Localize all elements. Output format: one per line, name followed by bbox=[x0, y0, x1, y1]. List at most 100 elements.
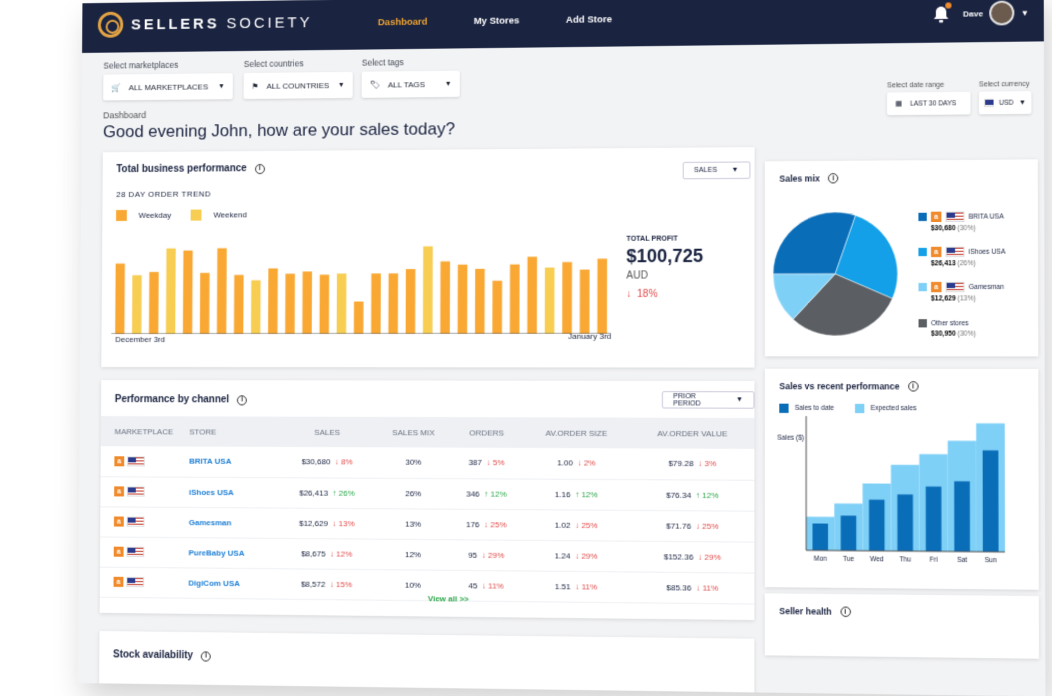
legend-pct: (13%) bbox=[958, 295, 976, 302]
sales-mix-value: 12% bbox=[405, 550, 421, 559]
trend-bar bbox=[132, 275, 142, 334]
chevron-down-icon: ▼ bbox=[445, 80, 452, 87]
col-store[interactable]: STORE bbox=[189, 416, 278, 447]
store-link[interactable]: DigiCom USA bbox=[188, 578, 240, 588]
info-icon[interactable]: i bbox=[201, 651, 211, 661]
sales-mix-card: Sales mix i a BRITA USA $30,680 (30%) a bbox=[765, 159, 1038, 356]
col-sales[interactable]: SALES bbox=[278, 417, 376, 448]
trend-bar bbox=[115, 264, 125, 334]
col-orders[interactable]: ORDERS bbox=[451, 417, 522, 448]
col-av-order-value[interactable]: AV.ORDER VALUE bbox=[631, 418, 755, 449]
user-menu[interactable]: Dave ▼ bbox=[963, 0, 1029, 26]
seller-health-title: Seller health i bbox=[779, 606, 850, 617]
legend-amount: $26,413 bbox=[931, 260, 956, 267]
breadcrumb[interactable]: Dashboard bbox=[103, 110, 146, 120]
trend-bar bbox=[337, 274, 347, 334]
top-navbar: SELLERS SOCIETY Dashboard My Stores Add … bbox=[82, 0, 1044, 53]
legend-store: BRITA USA bbox=[969, 213, 1004, 220]
arrow-up-icon: ↑ bbox=[484, 489, 488, 498]
sales-value: $8,675 bbox=[301, 549, 325, 558]
sales-vs-recent-card: Sales vs recent performance i Sales to d… bbox=[765, 369, 1039, 590]
brand-logo[interactable]: SELLERS SOCIETY bbox=[98, 9, 313, 38]
chevron-down-icon: ▼ bbox=[218, 83, 225, 90]
notification-dot bbox=[945, 2, 951, 8]
col-av-order-size[interactable]: AV.ORDER SIZE bbox=[522, 417, 631, 448]
period-select[interactable]: PRIOR PERIOD ▼ bbox=[662, 391, 755, 409]
legend-amount: $30,680 bbox=[931, 225, 956, 232]
channel-table: MARKETPLACE STORE SALES SALES MIX ORDERS… bbox=[100, 416, 755, 604]
change-value: 29% bbox=[488, 550, 504, 559]
tags-filter: Select tags 🏷 ALL TAGS ▼ bbox=[362, 56, 460, 97]
info-icon[interactable]: i bbox=[237, 395, 247, 405]
notifications-bell-icon[interactable] bbox=[933, 5, 950, 24]
arrow-down-icon: ↓ bbox=[696, 583, 700, 592]
legend-item-gamesman: a Gamesman $12,629 (13%) bbox=[918, 282, 1004, 303]
change-value: 11% bbox=[488, 581, 504, 590]
info-icon[interactable]: i bbox=[908, 381, 918, 391]
view-all-link[interactable]: View all >> bbox=[428, 594, 469, 604]
trend-bar bbox=[475, 269, 485, 334]
info-icon[interactable]: i bbox=[828, 173, 838, 183]
info-icon[interactable]: i bbox=[840, 607, 850, 617]
metric-select[interactable]: SALES ▼ bbox=[683, 161, 750, 179]
country-filter: Select countries ⚑ ALL COUNTRIES ▼ bbox=[244, 58, 353, 99]
marketplace-dropdown[interactable]: 🛒 ALL MARKETPLACES ▼ bbox=[103, 73, 233, 100]
aov-value: $85.36 bbox=[666, 583, 691, 593]
store-link[interactable]: Gamesman bbox=[189, 518, 232, 527]
arrow-down-icon: ↓ bbox=[626, 289, 631, 300]
legend-item-ishoes: a iShoes USA $26,413 (26%) bbox=[918, 247, 1005, 268]
sales-mix-value: 10% bbox=[405, 580, 421, 589]
total-performance-title-text: Total business performance bbox=[116, 163, 246, 175]
legend-swatch bbox=[918, 283, 926, 291]
x-axis-end-label: January 3rd bbox=[568, 332, 611, 341]
arrow-down-icon: ↓ bbox=[696, 521, 700, 530]
currency-dropdown[interactable]: USD ▼ bbox=[979, 91, 1032, 114]
trend-bar bbox=[492, 281, 502, 334]
amazon-icon: a bbox=[931, 212, 941, 222]
country-filter-label: Select countries bbox=[244, 58, 353, 69]
amazon-icon: a bbox=[114, 487, 124, 497]
stock-availability-card: Stock availability i bbox=[99, 631, 754, 696]
trend-bar bbox=[580, 270, 590, 334]
change-value: 11% bbox=[702, 583, 718, 592]
store-link[interactable]: iShoes USA bbox=[189, 487, 234, 496]
trend-bar bbox=[597, 259, 607, 334]
seller-health-title-text: Seller health bbox=[779, 606, 832, 617]
legend-item-brita: a BRITA USA $30,680 (30%) bbox=[918, 211, 1003, 232]
table-header-row: MARKETPLACE STORE SALES SALES MIX ORDERS… bbox=[101, 416, 755, 449]
marketplace-badge: a bbox=[114, 577, 145, 587]
amazon-icon: a bbox=[931, 247, 941, 257]
change-value: 29% bbox=[704, 552, 721, 561]
change-value: 15% bbox=[336, 579, 352, 588]
us-flag-icon bbox=[946, 212, 965, 222]
chevron-down-icon: ▼ bbox=[1021, 8, 1029, 17]
col-marketplace[interactable]: MARKETPLACE bbox=[101, 416, 190, 446]
calendar-icon: ▦ bbox=[895, 100, 901, 108]
store-link[interactable]: PureBaby USA bbox=[189, 548, 245, 558]
legend-pct: (30%) bbox=[958, 330, 976, 337]
nav-dashboard[interactable]: Dashboard bbox=[378, 17, 428, 29]
aov-value: $71.76 bbox=[666, 521, 691, 530]
legend-store: iShoes USA bbox=[969, 248, 1006, 255]
arrow-down-icon: ↓ bbox=[482, 550, 486, 559]
sales-value: $8,572 bbox=[301, 579, 325, 588]
nav-add-store[interactable]: Add Store bbox=[566, 14, 612, 26]
tag-icon: 🏷 bbox=[370, 80, 380, 89]
store-link[interactable]: BRITA USA bbox=[189, 457, 231, 466]
trend-bar bbox=[371, 273, 381, 333]
marketplace-filter-label: Select marketplaces bbox=[103, 59, 233, 70]
info-icon[interactable]: i bbox=[255, 164, 265, 174]
tags-dropdown[interactable]: 🏷 ALL TAGS ▼ bbox=[362, 71, 460, 98]
nav-my-stores[interactable]: My Stores bbox=[474, 15, 520, 27]
x-tick-label: Sat bbox=[957, 557, 967, 564]
country-dropdown[interactable]: ⚑ ALL COUNTRIES ▼ bbox=[244, 72, 353, 99]
main-nav: Dashboard My Stores Add Store bbox=[378, 14, 612, 28]
date-range-dropdown[interactable]: ▦ LAST 30 DAYS bbox=[887, 92, 971, 115]
marketplace-filter: Select marketplaces 🛒 ALL MARKETPLACES ▼ bbox=[103, 59, 233, 100]
change-value: 29% bbox=[581, 551, 597, 560]
col-sales-mix[interactable]: SALES MIX bbox=[376, 417, 451, 448]
arrow-down-icon: ↓ bbox=[330, 579, 334, 588]
